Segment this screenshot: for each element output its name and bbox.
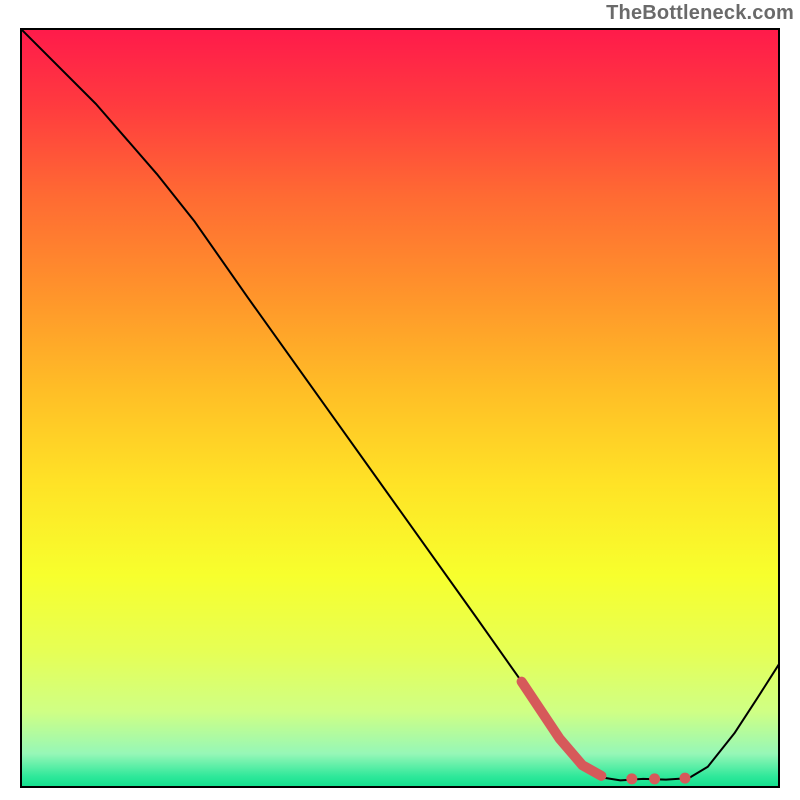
plot-svg: [20, 28, 780, 788]
watermark-text: TheBottleneck.com: [606, 2, 794, 25]
chart-container: TheBottleneck.com: [0, 0, 800, 800]
gradient-background: [20, 28, 780, 788]
highlight-dot: [680, 773, 691, 784]
highlight-dot: [626, 773, 637, 784]
highlight-dot: [649, 773, 660, 784]
plot-area: [20, 28, 780, 788]
